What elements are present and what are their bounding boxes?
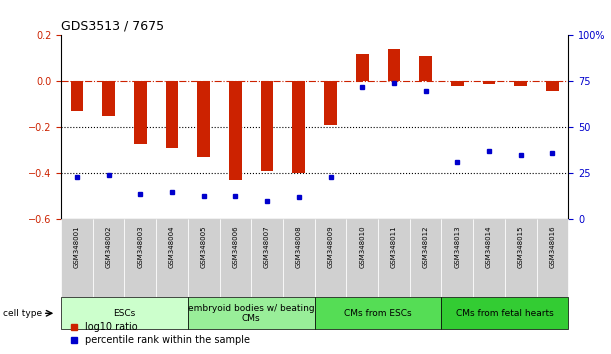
Bar bbox=[134, 81, 147, 143]
Text: GSM348016: GSM348016 bbox=[549, 226, 555, 268]
Bar bbox=[346, 219, 378, 297]
Bar bbox=[356, 54, 368, 81]
Bar bbox=[102, 81, 115, 116]
Bar bbox=[61, 219, 93, 297]
Bar bbox=[410, 219, 441, 297]
Bar bbox=[473, 219, 505, 297]
Text: embryoid bodies w/ beating
CMs: embryoid bodies w/ beating CMs bbox=[188, 304, 315, 323]
Bar bbox=[387, 49, 400, 81]
Bar bbox=[514, 81, 527, 86]
Text: GSM348013: GSM348013 bbox=[455, 226, 460, 268]
Bar bbox=[93, 219, 125, 297]
Text: GSM348006: GSM348006 bbox=[232, 226, 238, 268]
Bar bbox=[251, 219, 283, 297]
Bar bbox=[451, 81, 464, 86]
Bar bbox=[61, 297, 188, 329]
Bar bbox=[419, 56, 432, 81]
Legend: log10 ratio, percentile rank within the sample: log10 ratio, percentile rank within the … bbox=[66, 319, 254, 349]
Text: CMs from ESCs: CMs from ESCs bbox=[344, 309, 412, 318]
Bar bbox=[156, 219, 188, 297]
Bar bbox=[483, 81, 496, 84]
Bar bbox=[378, 219, 410, 297]
Bar bbox=[71, 81, 83, 111]
Bar bbox=[315, 297, 441, 329]
Bar bbox=[546, 81, 558, 91]
Bar bbox=[188, 297, 315, 329]
Text: GSM348004: GSM348004 bbox=[169, 226, 175, 268]
Bar bbox=[536, 219, 568, 297]
Bar bbox=[188, 219, 219, 297]
Text: GSM348010: GSM348010 bbox=[359, 226, 365, 268]
Bar bbox=[125, 219, 156, 297]
Bar bbox=[293, 81, 305, 173]
Text: CMs from fetal hearts: CMs from fetal hearts bbox=[456, 309, 554, 318]
Text: GSM348008: GSM348008 bbox=[296, 226, 302, 268]
Text: cell type: cell type bbox=[3, 309, 42, 318]
Bar bbox=[505, 219, 536, 297]
Bar bbox=[219, 219, 251, 297]
Text: GSM348001: GSM348001 bbox=[74, 226, 80, 268]
Bar bbox=[197, 81, 210, 157]
Bar bbox=[229, 81, 242, 180]
Text: GSM348007: GSM348007 bbox=[264, 226, 270, 268]
Text: GSM348015: GSM348015 bbox=[518, 226, 524, 268]
Bar bbox=[283, 219, 315, 297]
Bar bbox=[166, 81, 178, 148]
Bar bbox=[324, 81, 337, 125]
Text: GSM348014: GSM348014 bbox=[486, 226, 492, 268]
Text: GSM348003: GSM348003 bbox=[137, 226, 144, 268]
Text: GSM348005: GSM348005 bbox=[201, 226, 207, 268]
Text: ESCs: ESCs bbox=[114, 309, 136, 318]
Bar bbox=[441, 297, 568, 329]
Text: GSM348002: GSM348002 bbox=[106, 226, 112, 268]
Text: GSM348009: GSM348009 bbox=[327, 226, 334, 268]
Text: GDS3513 / 7675: GDS3513 / 7675 bbox=[61, 20, 164, 33]
Text: GSM348011: GSM348011 bbox=[391, 226, 397, 268]
Bar bbox=[441, 219, 473, 297]
Bar bbox=[315, 219, 346, 297]
Text: GSM348012: GSM348012 bbox=[423, 226, 428, 268]
Bar bbox=[261, 81, 274, 171]
